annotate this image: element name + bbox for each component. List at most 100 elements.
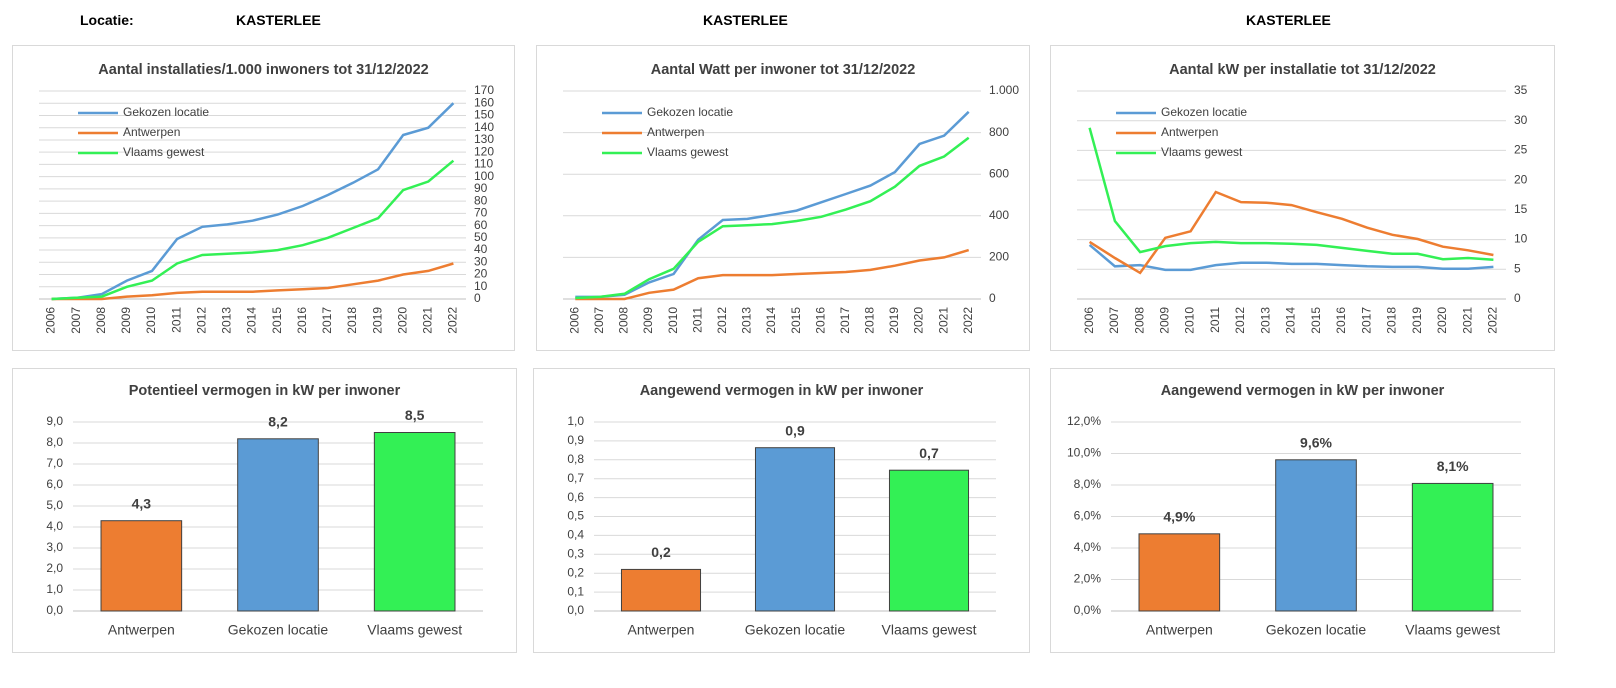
x-tick-label: 2014: [764, 307, 778, 334]
series-line: [575, 248, 970, 301]
x-tick-label: 2020: [1435, 307, 1449, 334]
x-tick-label: Antwerpen: [108, 622, 175, 638]
y-tick-label: 0: [1514, 291, 1521, 305]
x-tick-label: 2016: [1334, 307, 1348, 334]
chart-panel: Aangewend vermogen in kW per inwoner 0,0 0…: [533, 368, 1030, 653]
x-tick-label: 2015: [789, 307, 803, 334]
y-tick-label: 0: [989, 291, 996, 305]
legend-label: Gekozen locatie: [1161, 105, 1247, 119]
x-tick-label: 2008: [617, 307, 631, 334]
chart-panel: Aantal installaties/1.000 inwoners tot 3…: [12, 45, 515, 351]
chart: Aantal Watt per inwoner tot 31/12/202202…: [563, 62, 1019, 334]
y-tick-label: 30: [1514, 113, 1528, 127]
x-tick-label: 2011: [1208, 307, 1222, 333]
x-tick-label: Vlaams gewest: [1405, 622, 1500, 638]
y-tick-label: 15: [1514, 202, 1528, 216]
y-tick-label: 0,1: [567, 584, 584, 598]
x-tick-label: 2009: [1157, 307, 1171, 334]
bar: [754, 447, 836, 612]
y-tick-label: 5,0: [46, 498, 63, 512]
y-tick-label: 0,3: [567, 546, 584, 560]
bar: [888, 469, 970, 612]
chart-title: Aantal kW per installatie tot 31/12/2022: [1169, 62, 1436, 78]
x-tick-label: 2021: [1460, 307, 1474, 334]
y-tick-label: 35: [1514, 83, 1528, 97]
y-tick-label: 600: [989, 166, 1009, 180]
value-label: 0,9: [785, 422, 805, 438]
y-tick-label: 10: [1514, 232, 1528, 246]
y-tick-label: 12,0%: [1067, 414, 1101, 428]
chart: Aangewend vermogen in kW per inwoner 0,0 0…: [567, 383, 996, 638]
y-tick-label: 0,2: [567, 565, 584, 579]
y-tick-label: 8,0: [46, 435, 63, 449]
y-tick-label: 80: [474, 193, 488, 207]
x-tick-label: Gekozen locatie: [745, 622, 846, 638]
chart: Potentieel vermogen in kW per inwoner 0,0…: [46, 383, 483, 638]
y-tick-label: 0,5: [567, 509, 584, 523]
y-tick-label: 6,0: [46, 477, 63, 491]
chart-title: Potentieel vermogen in kW per inwoner: [129, 383, 401, 399]
series-line: [51, 102, 455, 301]
y-tick-label: 110: [474, 157, 493, 171]
x-tick-label: 2022: [1486, 307, 1500, 334]
y-tick-label: 30: [474, 254, 488, 268]
location-name: KASTERLEE: [703, 12, 788, 28]
y-tick-label: 0,0%: [1074, 603, 1102, 617]
x-tick-label: 2018: [345, 307, 359, 334]
y-tick-label: 130: [474, 132, 494, 146]
value-label: 9,6%: [1300, 435, 1332, 451]
x-tick-label: 2006: [1082, 307, 1096, 334]
x-tick-label: 2020: [912, 307, 926, 334]
y-tick-label: 40: [474, 242, 488, 256]
x-tick-label: 2008: [1132, 307, 1146, 334]
x-tick-label: 2012: [715, 307, 729, 334]
y-tick-label: 5: [1514, 261, 1521, 275]
y-tick-label: 9,0: [46, 414, 63, 428]
x-tick-label: 2016: [813, 307, 827, 334]
x-tick-label: Antwerpen: [628, 622, 695, 638]
y-tick-label: 0,8: [567, 452, 584, 466]
y-tick-label: 1,0: [46, 582, 63, 596]
bar: [620, 568, 702, 612]
y-tick-label: 0,0: [567, 603, 584, 617]
x-tick-label: 2015: [1309, 307, 1323, 334]
x-tick-label: 2010: [666, 307, 680, 334]
location-name: KASTERLEE: [236, 12, 321, 28]
y-tick-label: 800: [989, 125, 1009, 139]
y-tick-label: 90: [474, 181, 488, 195]
y-tick-label: 70: [474, 206, 488, 220]
y-tick-label: 10: [474, 279, 488, 293]
y-tick-label: 100: [474, 169, 494, 183]
bar: [1275, 459, 1357, 612]
y-tick-label: 0,6: [567, 490, 584, 504]
x-tick-label: 2011: [169, 307, 183, 333]
x-tick-label: 2022: [446, 307, 460, 334]
x-tick-label: 2018: [1385, 307, 1399, 334]
y-tick-label: 0,9: [567, 433, 584, 447]
y-tick-label: 4,0: [46, 519, 63, 533]
y-tick-label: 1.000: [989, 83, 1019, 97]
y-tick-label: 0: [474, 291, 481, 305]
x-tick-label: 2010: [144, 307, 158, 334]
x-tick-label: 2006: [567, 307, 581, 334]
series-line: [1088, 127, 1494, 262]
x-tick-label: 2022: [961, 307, 975, 334]
x-tick-label: 2015: [270, 307, 284, 334]
x-tick-label: 2021: [420, 307, 434, 334]
x-tick-label: 2007: [69, 307, 83, 334]
chart-title: Aangewend vermogen in kW per inwoner: [640, 383, 924, 399]
y-tick-label: 3,0: [46, 540, 63, 554]
location-label: Locatie:: [80, 12, 134, 28]
chart-panel: Aantal Watt per inwoner tot 31/12/2022 0 2…: [536, 45, 1030, 351]
chart-title: Aantal Watt per inwoner tot 31/12/2022: [651, 62, 916, 78]
value-label: 0,2: [651, 544, 671, 560]
chart-title: Aantal installaties/1.000 inwoners tot 3…: [98, 62, 428, 78]
x-tick-label: 2011: [690, 307, 704, 333]
x-tick-label: Vlaams gewest: [367, 622, 462, 638]
x-tick-label: 2007: [592, 307, 606, 334]
x-tick-label: Vlaams gewest: [882, 622, 977, 638]
chart-panel: Aangewend vermogen in kW per inwoner 0,0%…: [1050, 368, 1555, 653]
series-line: [51, 262, 454, 301]
x-tick-label: 2014: [245, 307, 259, 334]
